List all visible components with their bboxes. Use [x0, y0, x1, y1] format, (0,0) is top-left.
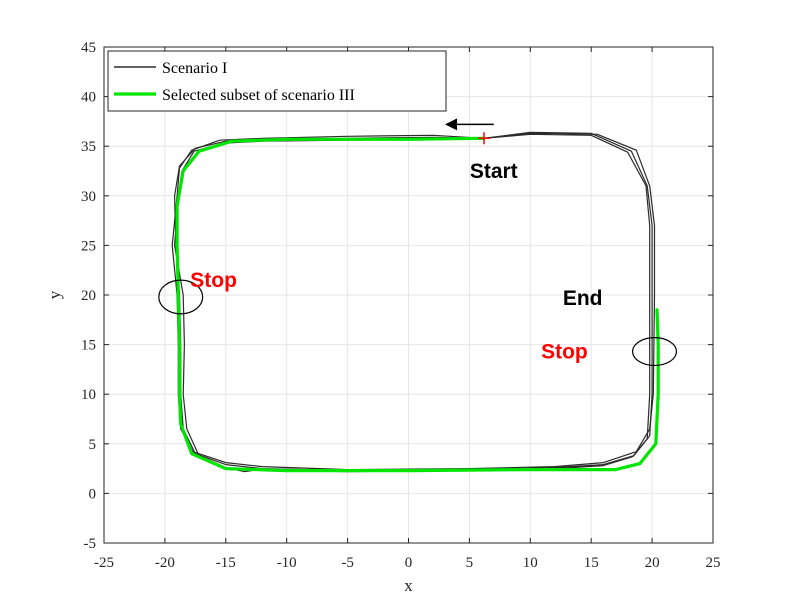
- x-tick-label: -10: [277, 555, 297, 571]
- legend: Scenario I Selected subset of scenario I…: [107, 50, 447, 112]
- x-tick-label: -25: [94, 555, 114, 571]
- x-tick-label: 15: [584, 555, 599, 571]
- x-tick-label: -15: [216, 555, 236, 571]
- annotation-start: Start: [470, 160, 518, 183]
- y-tick-label: 30: [81, 189, 96, 205]
- x-tick-label: 25: [706, 555, 721, 571]
- x-axis-label: x: [404, 576, 413, 595]
- annotation-end: End: [563, 287, 603, 310]
- x-tick-label: 10: [523, 555, 538, 571]
- legend-label-scenario-i: Scenario I: [162, 60, 227, 77]
- legend-label-scenario-iii: Selected subset of scenario III: [162, 87, 355, 104]
- y-tick-label: 15: [81, 338, 96, 354]
- markers: [158, 118, 678, 367]
- series-scenario-iii-line: [175, 136, 660, 473]
- x-tick-label: 5: [466, 555, 474, 571]
- x-tick-label: -5: [341, 555, 354, 571]
- y-tick-label: -5: [84, 536, 97, 552]
- x-ticks: -25 -20 -15 -10 -5 0 5 10 15 20 25: [94, 47, 721, 571]
- x-tick-label: 0: [405, 555, 413, 571]
- y-tick-label: 25: [81, 238, 96, 254]
- y-tick-label: 5: [89, 437, 97, 453]
- y-axis-label: y: [45, 290, 64, 299]
- series-scenario-i-line: [171, 132, 656, 471]
- stop-ellipse: [632, 337, 678, 367]
- y-tick-label: 10: [81, 387, 96, 403]
- y-tick-label: 35: [81, 139, 96, 155]
- legend-box: [107, 50, 447, 112]
- series-scenario-i-line: [174, 133, 651, 473]
- y-tick-label: 45: [81, 40, 96, 56]
- y-tick-label: 40: [81, 90, 96, 106]
- y-ticks: -5 0 5 10 15 20 25 30 35 40 45: [81, 40, 713, 552]
- x-tick-label: 20: [645, 555, 660, 571]
- y-tick-label: 0: [89, 486, 97, 502]
- annotation-stop: Stop: [541, 340, 588, 363]
- annotation-stop: Stop: [190, 269, 237, 292]
- series-lines: [171, 131, 660, 473]
- direction-arrow-head: [445, 118, 458, 131]
- annotations: Start Stop End Stop: [190, 160, 602, 364]
- stop-ellipse: [158, 279, 204, 315]
- y-tick-label: 20: [81, 288, 96, 304]
- x-tick-label: -20: [155, 555, 175, 571]
